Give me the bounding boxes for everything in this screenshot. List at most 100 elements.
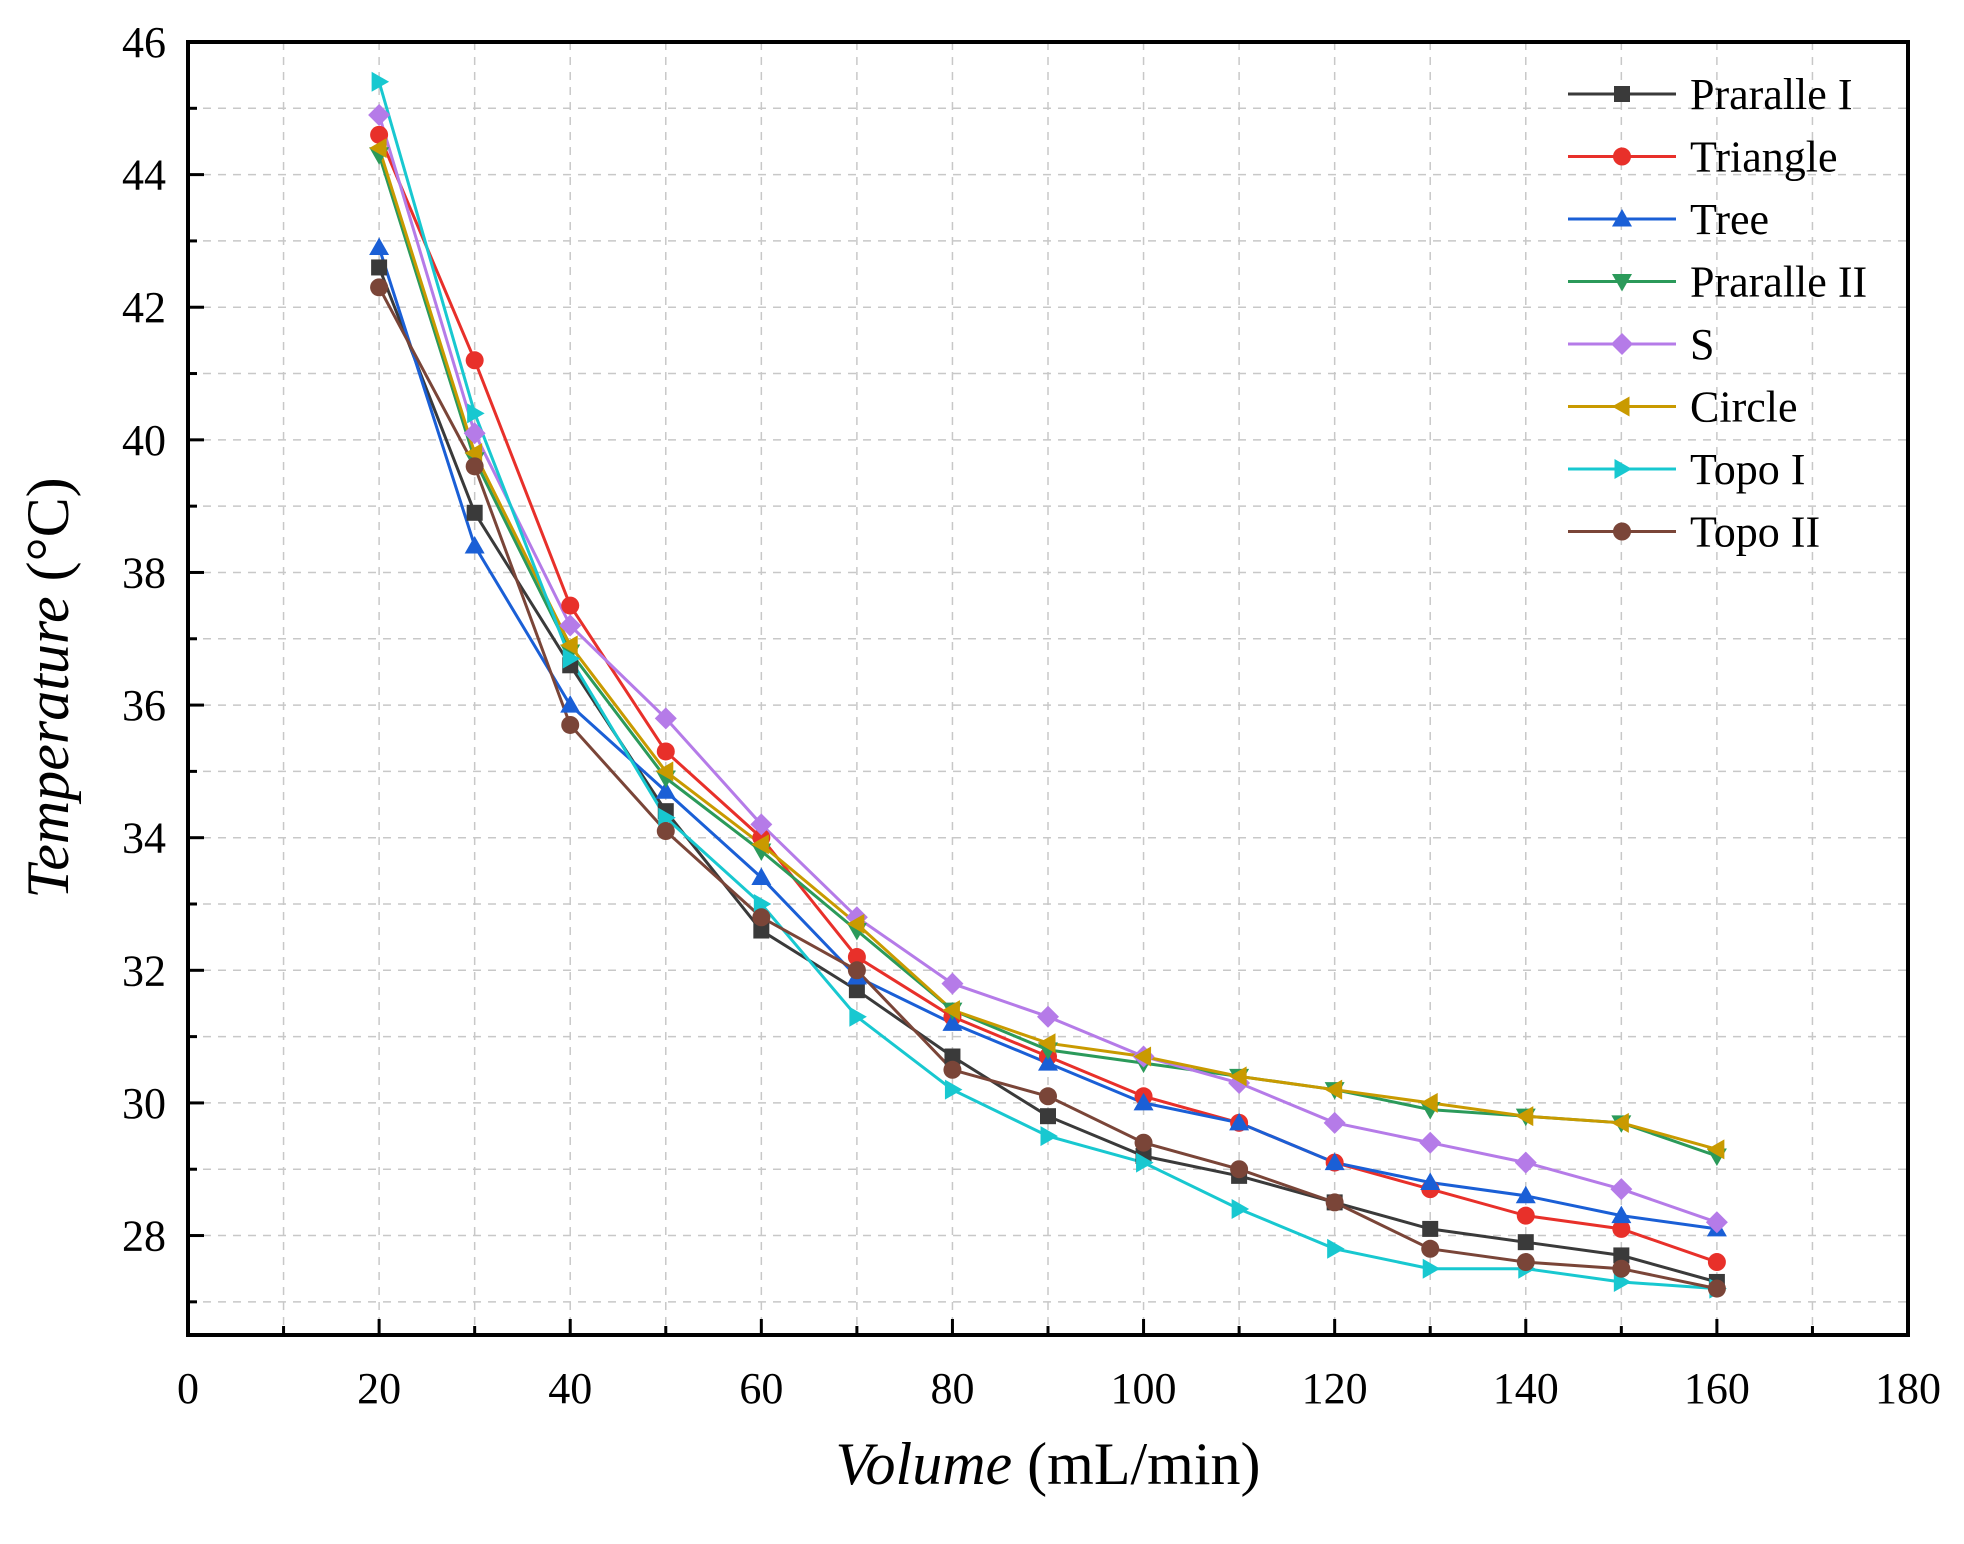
legend-item-circle: Circle bbox=[1568, 383, 1798, 432]
y-tick-label: 42 bbox=[122, 283, 166, 332]
point-tree bbox=[942, 1013, 963, 1031]
x-tick-label: 80 bbox=[930, 1364, 974, 1413]
point-topo-ii bbox=[465, 457, 484, 476]
legend-label: Circle bbox=[1690, 383, 1798, 432]
point-topo-i bbox=[944, 1079, 963, 1100]
y-tick-label: 46 bbox=[122, 18, 166, 67]
point-tree bbox=[1324, 1152, 1345, 1171]
legend-label: Topo I bbox=[1690, 445, 1805, 494]
point-praralle-i bbox=[1613, 1247, 1630, 1264]
y-tick-label: 44 bbox=[122, 151, 166, 200]
point-tree bbox=[1515, 1185, 1536, 1204]
legend-swatch-marker bbox=[1614, 86, 1630, 102]
point-topo-i bbox=[1136, 1152, 1154, 1173]
y-axis-title-italic: Temperature bbox=[15, 596, 81, 898]
point-topo-ii bbox=[370, 278, 389, 297]
point-tree bbox=[751, 867, 772, 885]
legend-item-triangle: Triangle bbox=[1568, 133, 1838, 182]
legend-swatch-marker bbox=[1612, 274, 1632, 292]
legend-swatch-marker bbox=[1611, 333, 1633, 355]
point-praralle-i bbox=[1040, 1108, 1056, 1125]
point-praralle-i bbox=[848, 982, 865, 999]
point-circle bbox=[1133, 1046, 1152, 1067]
point-s bbox=[654, 707, 677, 730]
legend-item-praralle-i: Praralle I bbox=[1568, 70, 1852, 119]
x-tick-label: 20 bbox=[357, 1364, 401, 1413]
legend-item-topo-i: Topo I bbox=[1568, 445, 1805, 494]
point-topo-i bbox=[849, 1006, 867, 1027]
point-s bbox=[941, 972, 964, 995]
point-tree bbox=[655, 781, 676, 799]
x-axis-title: Volume (mL/min) bbox=[836, 1431, 1261, 1497]
legend-item-topo-ii: Topo II bbox=[1568, 508, 1820, 557]
point-topo-i bbox=[562, 648, 581, 669]
point-praralle-i bbox=[944, 1048, 961, 1065]
y-tick-label: 40 bbox=[122, 416, 166, 465]
legend-swatch-marker bbox=[1612, 396, 1630, 417]
point-circle bbox=[655, 761, 674, 782]
point-topo-ii bbox=[1516, 1253, 1535, 1272]
x-tick-label: 60 bbox=[739, 1364, 783, 1413]
x-tick-label: 180 bbox=[1875, 1364, 1941, 1413]
point-s bbox=[368, 103, 391, 126]
point-topo-ii bbox=[1707, 1279, 1726, 1298]
point-triangle bbox=[370, 125, 389, 144]
point-triangle bbox=[1612, 1219, 1631, 1238]
point-triangle bbox=[1516, 1206, 1535, 1225]
point-tree bbox=[1611, 1205, 1632, 1224]
point-topo-ii bbox=[943, 1060, 962, 1079]
x-tick-label: 0 bbox=[177, 1364, 199, 1413]
point-circle bbox=[1706, 1139, 1725, 1160]
point-praralle-i bbox=[1517, 1234, 1534, 1251]
y-tick-label: 30 bbox=[122, 1079, 166, 1128]
x-axis-title-unit: (mL/min) bbox=[1012, 1431, 1260, 1497]
point-s bbox=[1323, 1111, 1346, 1134]
x-axis-title-italic: Volume bbox=[836, 1431, 1013, 1497]
point-circle bbox=[1515, 1106, 1534, 1127]
x-tick-label: 120 bbox=[1302, 1364, 1368, 1413]
point-topo-ii bbox=[561, 715, 580, 734]
legend-item-s: S bbox=[1568, 320, 1714, 369]
point-circle bbox=[1038, 1033, 1056, 1054]
legend-item-praralle-ii: Praralle II bbox=[1568, 258, 1867, 307]
y-axis-title: Temperature (°C) bbox=[15, 477, 81, 898]
point-s bbox=[559, 614, 582, 637]
point-tree bbox=[560, 695, 581, 713]
point-tree bbox=[369, 237, 390, 256]
point-topo-ii bbox=[1325, 1193, 1344, 1212]
point-s bbox=[1514, 1151, 1537, 1174]
point-praralle-i bbox=[1422, 1220, 1439, 1237]
point-topo-ii bbox=[656, 822, 675, 841]
point-circle bbox=[1420, 1092, 1438, 1113]
x-tick-label: 100 bbox=[1111, 1364, 1177, 1413]
legend-label: Praralle I bbox=[1690, 70, 1852, 119]
point-tree bbox=[1229, 1112, 1250, 1131]
point-s bbox=[1610, 1178, 1633, 1201]
legend-swatch-marker bbox=[1613, 147, 1631, 166]
axis-ticks bbox=[186, 40, 1910, 1335]
legend: Praralle I Triangle Tree Praralle II S Circle… bbox=[1568, 70, 1867, 557]
point-topo-ii bbox=[1134, 1133, 1153, 1152]
y-tick-label: 36 bbox=[122, 681, 166, 730]
point-tree bbox=[1420, 1172, 1441, 1190]
grid bbox=[188, 42, 1908, 1335]
point-circle bbox=[1229, 1066, 1247, 1087]
legend-swatch-marker bbox=[1614, 459, 1632, 479]
legend-label: Topo II bbox=[1690, 508, 1820, 557]
point-triangle bbox=[847, 948, 866, 967]
point-topo-ii bbox=[847, 961, 866, 980]
point-tree bbox=[1133, 1092, 1154, 1111]
point-topo-ii bbox=[1612, 1259, 1631, 1278]
point-topo-i bbox=[1231, 1199, 1250, 1220]
point-topo-ii bbox=[1039, 1087, 1057, 1106]
point-triangle bbox=[1707, 1253, 1726, 1272]
legend-swatch-marker bbox=[1612, 209, 1632, 227]
point-triangle bbox=[465, 351, 484, 370]
y-axis-title-unit: (°C) bbox=[15, 477, 81, 596]
point-praralle-i bbox=[466, 504, 483, 521]
point-topo-i bbox=[1327, 1238, 1345, 1259]
point-topo-i bbox=[467, 403, 485, 424]
x-tick-label: 40 bbox=[548, 1364, 592, 1413]
point-topo-ii bbox=[1230, 1160, 1249, 1179]
